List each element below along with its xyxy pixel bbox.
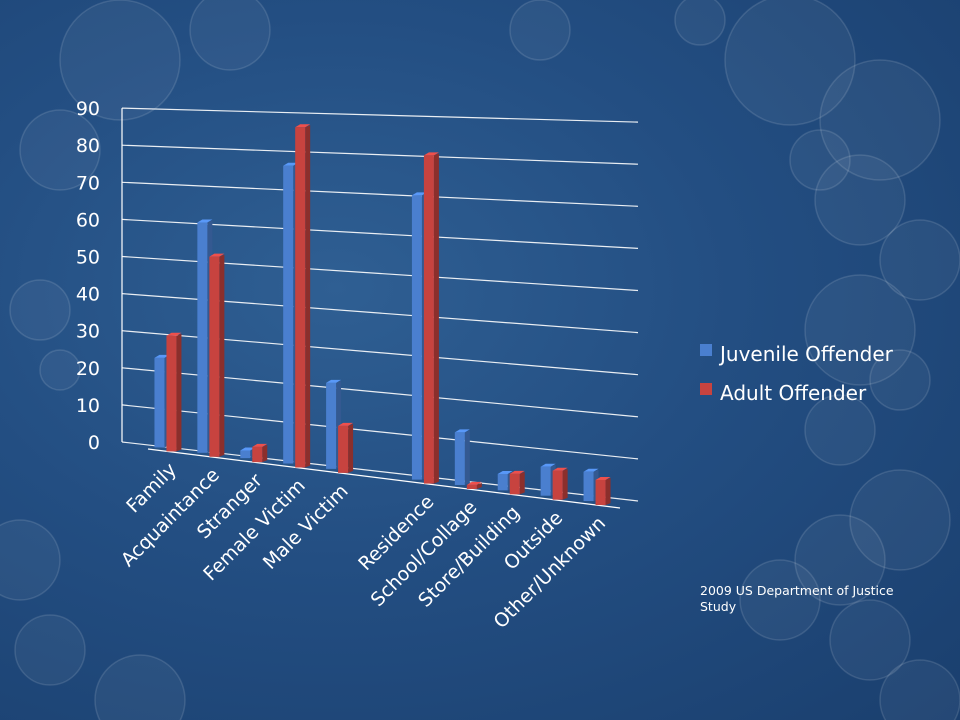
bar-adult-4 [338, 422, 354, 473]
y-tick-label: 90 [76, 98, 100, 120]
legend: Juvenile Offender Adult Offender [700, 342, 894, 405]
y-tick-label: 80 [76, 135, 100, 157]
source-note: 2009 US Department of Justice Study [700, 583, 894, 614]
bar-adult-7 [466, 481, 482, 489]
bar-adult-9 [552, 467, 568, 500]
bar-adult-8 [509, 470, 525, 495]
gridline [121, 144, 639, 165]
bar-adult-2 [252, 443, 268, 463]
y-tick-label: 40 [76, 284, 100, 306]
y-tick-label: 60 [76, 209, 100, 231]
bar-adult-3 [295, 124, 311, 468]
y-tick-label: 50 [76, 247, 100, 269]
legend-label-juvenile: Juvenile Offender [718, 342, 894, 366]
y-tick-label: 10 [76, 395, 100, 417]
bar-adult-6 [423, 152, 439, 484]
bar-adult-1 [209, 253, 225, 457]
y-tick-label: 30 [76, 321, 100, 343]
y-axis-ticks: 0 10 20 30 40 50 60 70 80 90 [76, 98, 100, 454]
y-tick-label: 20 [76, 358, 100, 380]
y-tick-label: 0 [88, 432, 100, 454]
x-axis-line [147, 448, 621, 509]
bar-adult-0 [166, 332, 182, 452]
gridline [121, 181, 639, 207]
gridline [121, 107, 639, 123]
legend-swatch-juvenile [700, 344, 712, 356]
bar-juvenile-7 [454, 429, 470, 485]
y-tick-label: 70 [76, 172, 100, 194]
bar-adult-10 [595, 476, 611, 506]
legend-label-adult: Adult Offender [720, 381, 867, 405]
bars [154, 124, 611, 506]
gridlines [121, 107, 639, 509]
legend-swatch-adult [700, 383, 712, 395]
